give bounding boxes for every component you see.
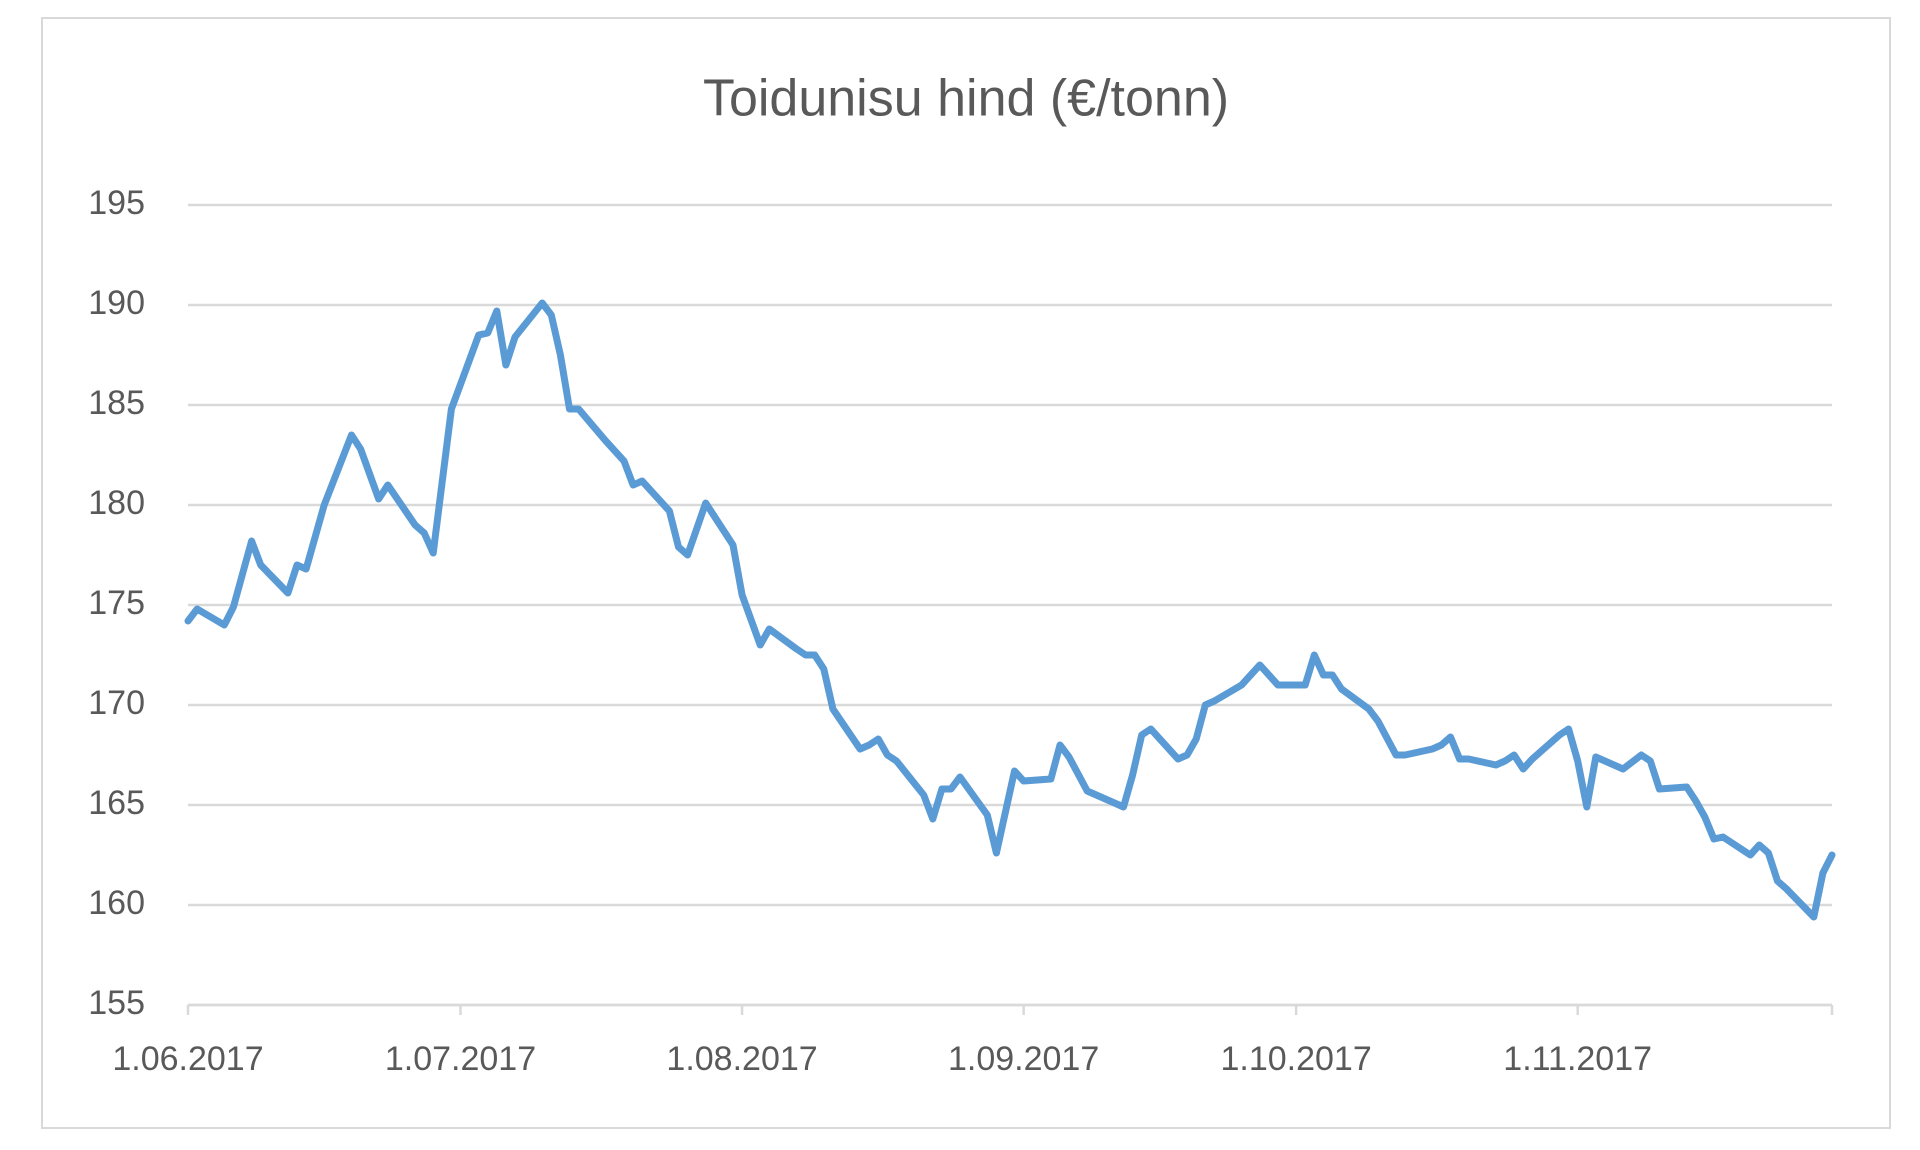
y-tick-label: 180 [88,484,145,522]
x-tick-label: 1.09.2017 [948,1040,1099,1078]
y-tick-label: 190 [88,284,145,322]
x-tick-label: 1.11.2017 [1503,1040,1652,1078]
x-tick-label: 1.07.2017 [385,1040,536,1078]
y-tick-label: 195 [88,184,145,222]
x-tick-label: 1.06.2017 [112,1040,263,1078]
price-line [184,299,1836,921]
y-tick-label: 160 [88,884,145,922]
chart-frame [41,17,1891,1129]
y-tick-label: 170 [88,684,145,722]
y-tick-label: 155 [88,984,145,1022]
chart-title: Toidunisu hind (€/tonn) [703,70,1229,128]
x-tick-label: 1.08.2017 [666,1040,817,1078]
y-tick-label: 165 [88,784,145,822]
y-tick-label: 185 [88,384,145,422]
y-tick-label: 175 [88,584,145,622]
x-tick-label: 1.10.2017 [1220,1040,1371,1078]
